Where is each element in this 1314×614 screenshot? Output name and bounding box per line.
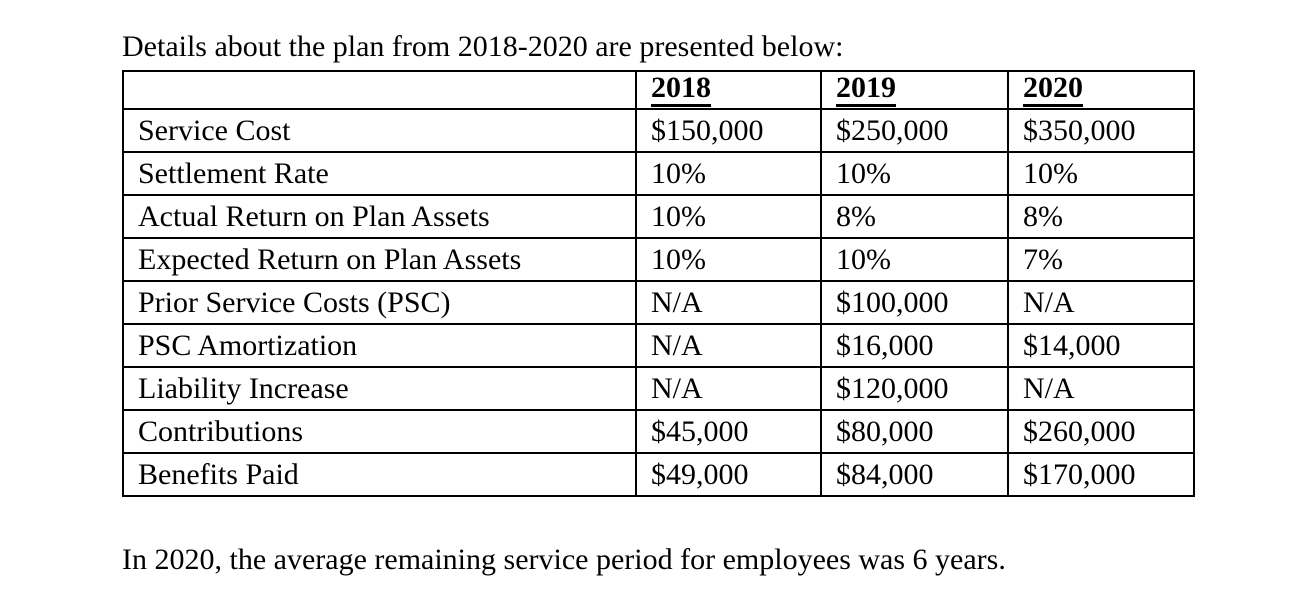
cell-value: 8%: [820, 194, 1009, 239]
year-label: 2019: [836, 73, 896, 107]
cell-value: 10%: [635, 237, 822, 282]
cell-value: $80,000: [820, 409, 1009, 454]
cell-value: $350,000: [1007, 108, 1195, 153]
corner-cell: [122, 70, 637, 110]
table-row: PSC Amortization N/A $16,000 $14,000: [122, 323, 1195, 368]
plan-details-table: 2018 2019 2020 Service Cost $150,000 $25…: [122, 70, 1195, 497]
table-row: Actual Return on Plan Assets 10% 8% 8%: [122, 194, 1195, 239]
document-content: Details about the plan from 2018-2020 ar…: [122, 30, 1195, 576]
cell-value: N/A: [635, 323, 822, 368]
row-label: Actual Return on Plan Assets: [122, 194, 637, 239]
cell-value: N/A: [635, 366, 822, 411]
cell-value: 10%: [820, 151, 1009, 196]
table-row: Contributions $45,000 $80,000 $260,000: [122, 409, 1195, 454]
cell-value: 10%: [635, 194, 822, 239]
cell-value: $120,000: [820, 366, 1009, 411]
row-label: Service Cost: [122, 108, 637, 153]
cell-value: $150,000: [635, 108, 822, 153]
page-title: Details about the plan from 2018-2020 ar…: [122, 30, 844, 63]
cell-value: N/A: [1007, 366, 1195, 411]
table-row: Expected Return on Plan Assets 10% 10% 7…: [122, 237, 1195, 282]
cell-value: $84,000: [820, 452, 1009, 497]
cell-value: $14,000: [1007, 323, 1195, 368]
cell-value: $170,000: [1007, 452, 1195, 497]
cell-value: $49,000: [635, 452, 822, 497]
column-header-2020: 2020: [1007, 70, 1195, 110]
year-label: 2020: [1023, 73, 1083, 107]
footnote-text: In 2020, the average remaining service p…: [122, 543, 1006, 576]
table-header-row: 2018 2019 2020: [122, 70, 1195, 110]
column-header-2019: 2019: [820, 70, 1009, 110]
cell-value: $250,000: [820, 108, 1009, 153]
cell-value: 10%: [635, 151, 822, 196]
cell-value: N/A: [635, 280, 822, 325]
row-label: Contributions: [122, 409, 637, 454]
table-row: Liability Increase N/A $120,000 N/A: [122, 366, 1195, 411]
cell-value: $16,000: [820, 323, 1009, 368]
row-label: Benefits Paid: [122, 452, 637, 497]
cell-value: $260,000: [1007, 409, 1195, 454]
cell-value: 10%: [820, 237, 1009, 282]
table-row: Benefits Paid $49,000 $84,000 $170,000: [122, 452, 1195, 497]
cell-value: 8%: [1007, 194, 1195, 239]
column-header-2018: 2018: [635, 70, 822, 110]
cell-value: N/A: [1007, 280, 1195, 325]
cell-value: $100,000: [820, 280, 1009, 325]
row-label: Expected Return on Plan Assets: [122, 237, 637, 282]
table-row: Service Cost $150,000 $250,000 $350,000: [122, 108, 1195, 153]
row-label: PSC Amortization: [122, 323, 637, 368]
cell-value: 10%: [1007, 151, 1195, 196]
cell-value: 7%: [1007, 237, 1195, 282]
row-label: Prior Service Costs (PSC): [122, 280, 637, 325]
table-row: Prior Service Costs (PSC) N/A $100,000 N…: [122, 280, 1195, 325]
row-label: Liability Increase: [122, 366, 637, 411]
table-row: Settlement Rate 10% 10% 10%: [122, 151, 1195, 196]
cell-value: $45,000: [635, 409, 822, 454]
year-label: 2018: [651, 73, 711, 107]
row-label: Settlement Rate: [122, 151, 637, 196]
